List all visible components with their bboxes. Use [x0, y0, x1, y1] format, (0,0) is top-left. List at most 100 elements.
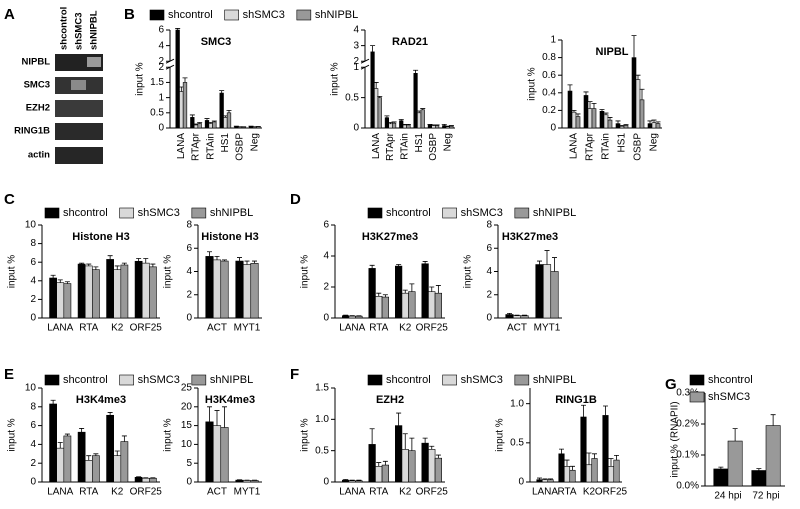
legend-swatch	[367, 207, 383, 219]
bar	[428, 449, 436, 483]
bar	[252, 126, 257, 129]
blot-band	[71, 80, 86, 90]
legend-swatch	[191, 207, 207, 219]
error-bar	[591, 102, 597, 109]
error-bar	[655, 121, 661, 124]
lane-label: shSMC3	[74, 13, 85, 50]
x-tick-label: LANA	[176, 133, 187, 159]
error-bar	[396, 412, 402, 426]
bar	[603, 114, 609, 129]
x-tick-label: LANA	[47, 323, 73, 334]
bar	[134, 260, 143, 319]
y-tick-label: 2	[158, 62, 164, 73]
x-tick-label: 24 hpi	[714, 491, 741, 502]
bar	[428, 291, 436, 319]
error-bar	[114, 265, 120, 270]
error-bar	[79, 262, 85, 265]
x-tick-label: RTApr	[191, 132, 202, 161]
legend-swatch	[119, 374, 134, 386]
bar	[63, 435, 72, 483]
bar	[613, 459, 620, 483]
chart-title: RAD21	[392, 36, 428, 48]
bar	[583, 95, 589, 129]
x-tick-label: HS1	[220, 133, 231, 153]
error-bar	[150, 263, 156, 267]
legend-label: shcontrol	[386, 374, 431, 386]
error-bar	[770, 414, 776, 426]
bar	[141, 477, 150, 483]
y-tick-label: 0	[486, 313, 492, 324]
error-bar	[396, 264, 402, 267]
x-tick-label: ACT	[207, 487, 227, 498]
y-tick-label: 0.0%	[676, 481, 699, 492]
y-tick-label: 0.5	[315, 445, 329, 456]
bar	[751, 470, 767, 487]
y-tick-label: 0	[30, 477, 36, 488]
error-bar	[382, 460, 388, 466]
chart-title: NIPBL	[596, 46, 629, 58]
error-bar	[639, 88, 645, 100]
bar	[250, 480, 259, 483]
bar	[571, 111, 577, 129]
bar	[235, 479, 244, 483]
error-bar	[207, 251, 212, 257]
y-tick-label: 6	[323, 220, 329, 231]
panel-label: C	[4, 191, 15, 208]
error-bar	[79, 428, 85, 433]
x-tick-label: ACT	[207, 323, 227, 334]
bar	[77, 431, 86, 483]
x-tick-label: LANA	[532, 487, 558, 498]
error-bar	[448, 125, 454, 127]
y-tick-label: 6	[186, 243, 192, 254]
legend-label: shcontrol	[168, 9, 213, 21]
bar	[431, 125, 436, 129]
y-tick-label: 4	[323, 251, 329, 262]
bar	[599, 110, 605, 129]
x-tick-label: HS1	[414, 133, 425, 153]
error-bar	[586, 452, 592, 465]
bar	[541, 479, 549, 483]
x-tick-label: K2	[111, 323, 124, 334]
x-tick-label: RTApr	[585, 132, 596, 161]
bar	[63, 283, 72, 319]
error-bar	[429, 445, 435, 450]
blot-band	[87, 57, 101, 67]
y-tick-label: 25	[181, 383, 193, 394]
y-tick-label: 0.5	[150, 107, 164, 118]
bar	[220, 260, 229, 319]
error-bar	[343, 479, 349, 481]
bar	[193, 124, 199, 129]
error-bar	[64, 433, 70, 436]
panel-label: F	[290, 366, 299, 383]
bar	[420, 109, 425, 129]
bar	[56, 282, 65, 319]
bar	[370, 51, 375, 129]
bar	[375, 295, 383, 319]
bar	[212, 425, 222, 483]
bar	[242, 480, 252, 483]
bar	[84, 265, 93, 319]
bar	[256, 126, 261, 129]
error-bar	[50, 399, 56, 404]
bar	[241, 126, 246, 129]
legend-swatch	[514, 374, 530, 386]
legend-label: shcontrol	[63, 374, 108, 386]
error-bar	[651, 119, 657, 123]
error-bar	[603, 112, 609, 115]
y-tick-label: 10	[25, 383, 37, 394]
legend-label: shSMC3	[708, 391, 750, 403]
y-tick-label: 4	[158, 40, 164, 51]
error-bar	[244, 260, 250, 265]
error-bar	[583, 91, 589, 96]
bar	[212, 121, 217, 129]
x-tick-label: Neg	[649, 133, 660, 151]
legend-swatch	[149, 9, 165, 21]
bar	[406, 124, 411, 129]
y-tick-label: 8	[30, 401, 36, 412]
y-tick-label: 2	[353, 56, 359, 67]
bar	[120, 264, 129, 319]
error-bar	[356, 479, 362, 481]
bar	[92, 455, 100, 483]
error-bar	[422, 437, 428, 444]
blot	[55, 54, 103, 164]
